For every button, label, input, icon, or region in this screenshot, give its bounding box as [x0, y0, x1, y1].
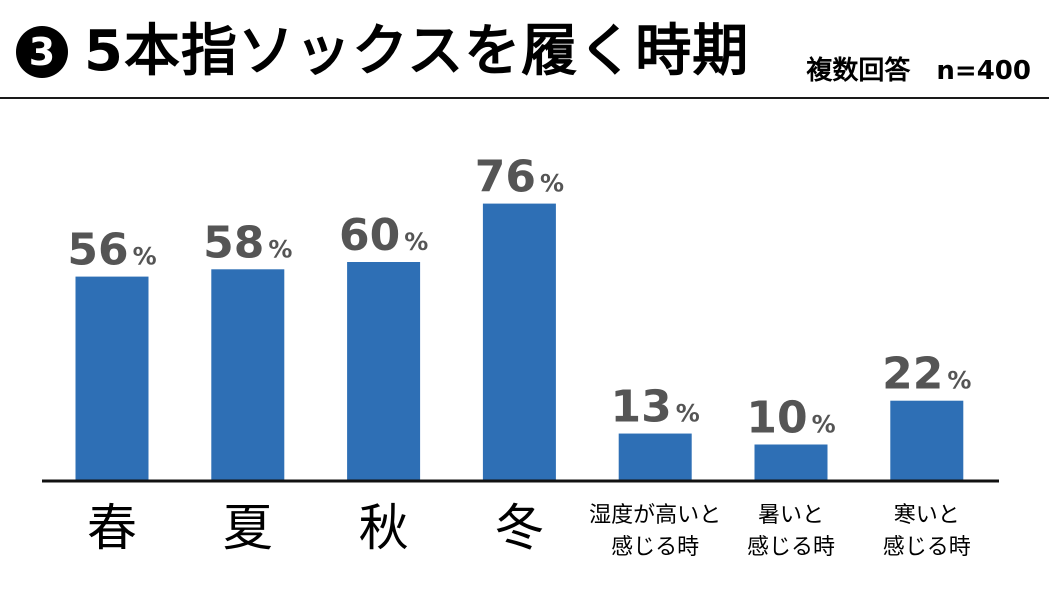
bar-chart: 56% 58% 60 % 76 % 13% 10 % 22%: [42, 152, 999, 483]
value-label: 60%: [339, 210, 428, 261]
title-divider: [0, 97, 1049, 99]
chart-header: 3 5本指ソックスを履く時期 複数回答 n=400: [0, 0, 1049, 100]
number-badge: 3: [16, 26, 68, 78]
category-label: 秋: [358, 499, 409, 557]
bar: [75, 276, 149, 481]
category-label: 暑いと 感じる時: [746, 503, 835, 560]
value-label: 22%: [882, 349, 971, 400]
bar: [347, 262, 421, 481]
category-label: 寒いと 感じる時: [882, 503, 971, 560]
value-label: 56%: [67, 225, 156, 276]
bar: [211, 269, 285, 481]
value-label: 10%: [746, 393, 835, 444]
value-label: 13%: [611, 382, 700, 433]
bar: [890, 400, 964, 481]
chart-title: 5本指ソックスを履く時期: [84, 19, 750, 84]
category-label: 夏: [222, 499, 273, 557]
value-label: 76%: [475, 152, 564, 203]
category-label: 冬: [494, 499, 545, 557]
bar: [754, 444, 828, 481]
category-label: 湿度が高いと 感じる時: [589, 503, 722, 560]
bar: [482, 203, 556, 481]
category-label: 春: [87, 499, 137, 557]
bar: [618, 433, 692, 481]
value-label: 58%: [203, 217, 292, 268]
sample-note: 複数回答 n=400: [806, 56, 1031, 86]
